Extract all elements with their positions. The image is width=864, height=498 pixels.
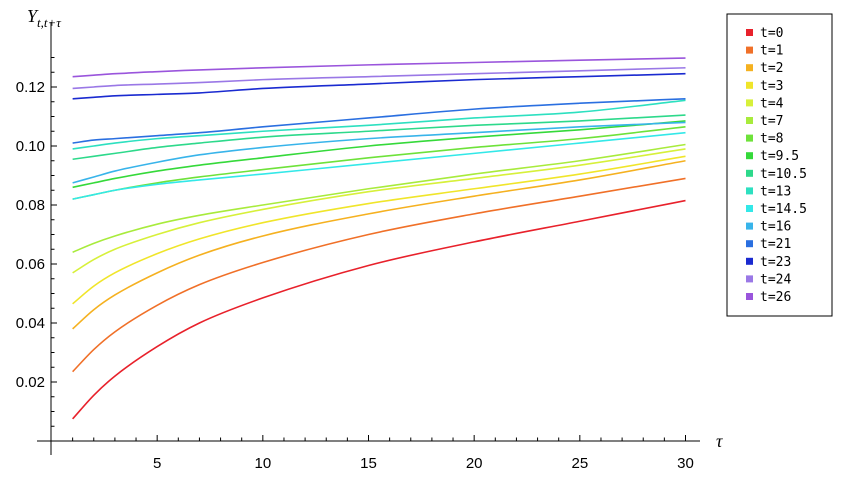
x-axis-label: τ: [716, 431, 723, 451]
legend-swatch: [746, 117, 753, 124]
series-line-14: [72, 72, 686, 100]
legend-box: [726, 13, 833, 317]
y-tick-label: 0.04: [16, 315, 45, 332]
series-line-10: [72, 99, 686, 150]
legend-swatch: [746, 64, 753, 72]
x-tick-label: 25: [571, 455, 588, 472]
series-line-2: [72, 177, 686, 373]
legend-swatch: [746, 222, 753, 230]
legend-label: t=10.5: [760, 167, 807, 182]
legend-label: t=16: [760, 220, 791, 235]
series-line-4: [72, 155, 686, 305]
legend-swatch: [746, 134, 753, 142]
x-tick-label: 15: [360, 455, 377, 472]
legend-swatch: [746, 275, 753, 283]
legend-swatch: [746, 152, 753, 160]
series-line-6: [72, 143, 686, 253]
legend-label: t=1: [760, 44, 783, 59]
series-line-5: [72, 148, 686, 274]
legend-label: t=21: [760, 237, 791, 252]
legend-swatch: [746, 257, 753, 265]
y-tick-label: 0.06: [16, 256, 45, 273]
y-tick-label: 0.12: [16, 79, 45, 96]
legend-swatch: [746, 99, 753, 107]
legend-swatch: [746, 205, 753, 212]
legend-label: t=24: [760, 272, 791, 287]
y-axis-label: Yt,t+τ: [27, 6, 62, 30]
legend-label: t=26: [760, 290, 791, 305]
legend-label: t=13: [760, 184, 791, 199]
legend-label: t=2: [760, 61, 783, 76]
series-line-3: [72, 159, 686, 330]
legend-swatch: [746, 29, 753, 36]
legend-label: t=8: [760, 132, 783, 147]
legend-swatch: [746, 240, 753, 248]
series-lines: [72, 57, 686, 420]
x-tick-label: 20: [466, 455, 483, 472]
series-line-9: [72, 114, 686, 161]
legend-swatch: [746, 169, 753, 177]
series-line-8: [72, 120, 686, 189]
axes: 5 10 15 20 25 30 0.02 0.04 0.06 0.08 0.10 0.12 τ Yt,t…: [16, 6, 723, 472]
legend-label: t=3: [760, 79, 783, 94]
legend-swatch: [746, 81, 753, 89]
series-line-1: [72, 199, 686, 420]
legend-swatch: [746, 187, 753, 195]
legend-label: t=23: [760, 255, 791, 270]
series-line-16: [72, 57, 686, 78]
legend-label: t=14.5: [760, 202, 807, 217]
x-tick-label: 10: [254, 455, 271, 472]
y-tick-label: 0.10: [16, 138, 45, 155]
y-tick-label: 0.08: [16, 197, 45, 214]
legend-label: t=0: [760, 26, 783, 41]
x-tick-label: 30: [677, 455, 694, 472]
legend-swatch: [746, 293, 753, 300]
legend-label: t=7: [760, 114, 783, 129]
legend: t=0 t=1 t=2 t=3 t=4 t=7 t=8 t=9.5 t=10.5 t=13 t=14…: [726, 13, 833, 317]
legend-label: t=9.5: [760, 149, 799, 164]
series-line-13: [72, 98, 686, 144]
series-line-11: [72, 131, 686, 200]
legend-label: t=4: [760, 96, 784, 111]
series-line-15: [72, 67, 686, 90]
legend-swatch: [746, 46, 753, 54]
y-tick-label: 0.02: [16, 374, 45, 391]
series-line-12: [72, 121, 686, 184]
x-tick-label: 5: [153, 455, 161, 472]
